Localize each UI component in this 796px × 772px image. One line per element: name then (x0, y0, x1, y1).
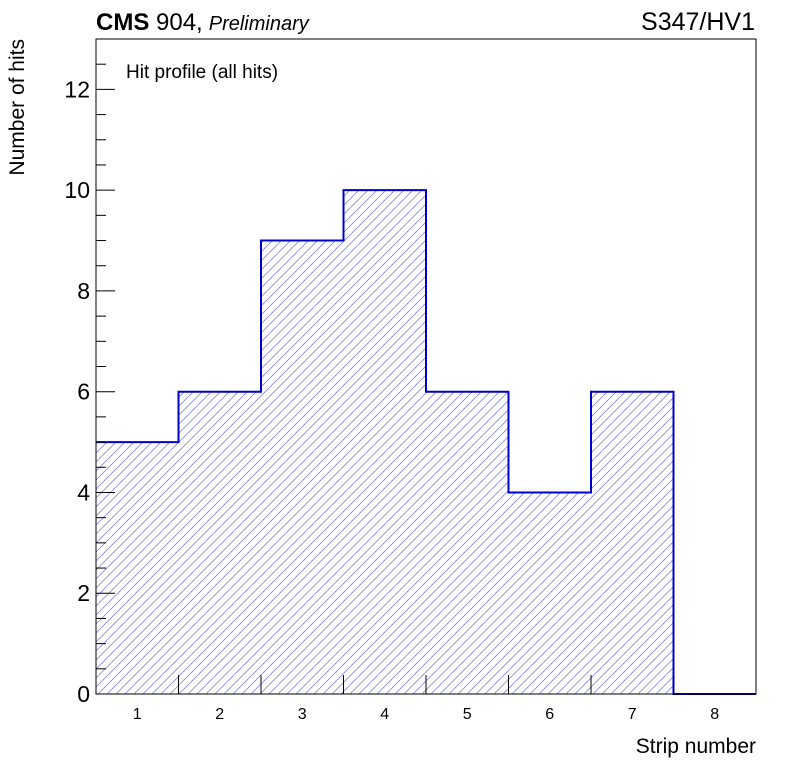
y-tick-label: 0 (77, 681, 90, 707)
x-tick-label: 3 (298, 706, 307, 723)
run-label: S347/HV1 (641, 8, 755, 36)
histogram-bar (591, 391, 674, 694)
x-axis: 1 2 3 4 5 6 7 8 (133, 675, 719, 723)
y-tick-label: 4 (77, 479, 90, 505)
histogram-bar (261, 240, 344, 695)
plot-frame (95, 38, 757, 695)
x-tick-label: 7 (628, 706, 637, 723)
y-axis-label: Number of hits (6, 39, 29, 176)
x-tick-label: 6 (545, 706, 554, 723)
header-experiment: CMS 904, Preliminary (96, 9, 310, 36)
x-tick-label: 8 (710, 706, 719, 723)
x-tick-label: 2 (215, 706, 224, 723)
y-tick-label: 12 (64, 76, 90, 102)
facility-label: 904, (149, 9, 202, 36)
histogram-bar (426, 391, 509, 694)
status-label: Preliminary (209, 13, 310, 35)
y-axis: 0 2 4 6 8 10 12 (64, 38, 115, 707)
experiment-label: CMS (96, 9, 149, 36)
x-tick-label: 5 (463, 706, 472, 723)
histogram-bar (178, 391, 261, 694)
y-tick-label: 2 (77, 580, 90, 606)
histogram-bar (96, 442, 179, 694)
histogram-bar (508, 492, 591, 694)
histogram-bar (343, 190, 426, 694)
x-tick-label: 1 (133, 706, 142, 723)
x-tick-label: 4 (380, 706, 389, 723)
y-tick-label: 6 (77, 379, 90, 405)
plot-area (96, 189, 756, 695)
y-tick-label: 10 (64, 177, 90, 203)
chart-title: Hit profile (all hits) (126, 62, 278, 83)
y-tick-label: 8 (77, 278, 90, 304)
x-axis-label: Strip number (636, 735, 756, 758)
histogram-outline (96, 189, 756, 695)
